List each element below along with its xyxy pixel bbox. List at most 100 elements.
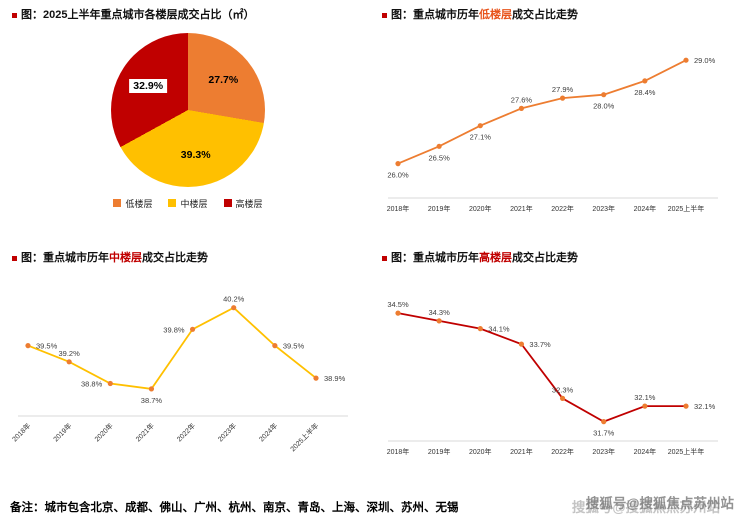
line-chart-mid: 39.5%39.2%38.8%38.7%39.8%40.2%39.5%38.9%… [10, 294, 348, 453]
x-tick-label: 2019年 [428, 204, 451, 213]
data-point [683, 403, 689, 409]
title-prefix: 图：重点城市历年 [391, 252, 479, 264]
x-tick-label: 2021年 [510, 204, 533, 213]
x-tick-label: 2021年 [510, 447, 533, 456]
x-tick-label: 2018年 [387, 204, 410, 213]
pie-chart-title-text: 图：2025上半年重点城市各楼层成交占比（㎡） [21, 9, 254, 23]
data-label: 39.8% [163, 325, 185, 334]
line-chart-low-title: 图：重点城市历年低楼层成交占比走势 [382, 9, 734, 23]
data-label: 39.2% [59, 349, 81, 358]
x-tick-label: 2018年 [387, 447, 410, 456]
pie-chart-section: 图：2025上半年重点城市各楼层成交占比（㎡） 27.7% 39.3% 32.9% … [0, 0, 370, 243]
line-chart-mid-title: 图：重点城市历年中楼层成交占比走势 [12, 252, 364, 266]
line-chart-mid-section: 图：重点城市历年中楼层成交占比走势 39.5% 39.2% 38.8% 38.7% 39… [0, 243, 370, 487]
data-point [477, 325, 483, 331]
data-label: 29.0% [694, 56, 716, 65]
data-line [397, 59, 687, 165]
legend-item: 中楼层 [168, 197, 208, 210]
title-prefix: 图： [21, 9, 43, 21]
line-chart-mid-title-text: 图：重点城市历年中楼层成交占比走势 [21, 252, 208, 266]
data-label: 32.3% [552, 385, 574, 394]
data-point [25, 342, 31, 348]
line-chart-low-section: 图：重点城市历年低楼层成交占比走势 26.0% 26.5% 27.1% 27.6% 27… [370, 0, 740, 243]
data-point [148, 386, 155, 392]
title-suffix: 2025上半年重点城市各楼层成交占比（㎡） [43, 9, 255, 21]
charts-grid: 图：2025上半年重点城市各楼层成交占比（㎡） 27.7% 39.3% 32.9% … [0, 0, 740, 487]
x-tick-label: 2020年 [469, 447, 492, 456]
data-point [477, 122, 483, 129]
data-label: 27.1% [470, 132, 492, 141]
data-point [189, 326, 196, 332]
data-line [397, 311, 686, 423]
data-point [313, 375, 319, 381]
data-point [395, 310, 401, 316]
pie-legend: 低楼层 中楼层 高楼层 [12, 197, 364, 210]
data-label: 39.5% [283, 341, 305, 350]
footer: 备注：城市包含北京、成都、佛山、广州、杭州、南京、青岛、上海、深圳、苏州、无锡 … [0, 487, 740, 527]
data-label: 32.1% [634, 393, 656, 402]
footnote: 备注：城市包含北京、成都、佛山、广州、杭州、南京、青岛、上海、深圳、苏州、无锡 [10, 502, 459, 514]
pie-chart-area: 27.7% 39.3% 32.9% [111, 32, 265, 187]
data-label: 38.9% [324, 374, 346, 383]
data-point [436, 143, 442, 149]
data-label: 33.7% [529, 340, 551, 349]
title-bullet-icon [382, 13, 387, 19]
title-bullet-icon [12, 256, 17, 262]
data-point [601, 418, 607, 424]
data-label: 38.7% [141, 396, 163, 405]
x-tick-label: 2025上半年 [668, 447, 705, 456]
pie-chart-title: 图：2025上半年重点城市各楼层成交占比（㎡） [12, 9, 364, 23]
data-label: 26.0% [387, 170, 409, 179]
data-line [27, 306, 317, 390]
legend-label: 低楼层 [125, 198, 153, 209]
x-tick-label: 2019年 [428, 447, 451, 456]
legend-item: 高楼层 [223, 197, 263, 210]
title-prefix: 图：重点城市历年 [21, 252, 109, 264]
pie-slice-label: 27.7% [208, 73, 239, 86]
x-tick-label: 2025上半年 [668, 204, 705, 213]
line-chart-high-title-text: 图：重点城市历年高楼层成交占比走势 [391, 252, 578, 266]
watermark: 搜狐号@搜狐焦点苏州站 搜狐号@搜狐焦点苏州站 [572, 492, 734, 515]
line-chart-high-title: 图：重点城市历年高楼层成交占比走势 [382, 252, 734, 266]
title-highlight: 低楼层 [479, 9, 512, 21]
data-point [559, 95, 566, 101]
data-point [642, 78, 648, 84]
data-label: 34.3% [429, 308, 451, 317]
x-tick-label: 2024年 [634, 447, 657, 456]
data-label: 38.8% [81, 379, 103, 388]
data-point [518, 105, 525, 111]
data-label: 39.5% [36, 341, 58, 350]
x-tick-label: 2020年 [92, 421, 114, 443]
pie-slice-label: 32.9% [129, 79, 168, 94]
title-highlight: 高楼层 [479, 252, 512, 264]
data-label: 34.1% [488, 324, 510, 333]
title-highlight: 中楼层 [109, 252, 142, 264]
data-point [107, 380, 113, 386]
watermark-text-echo: 搜狐号@搜狐焦点苏州站 [571, 500, 720, 515]
data-label: 34.5% [387, 300, 409, 309]
title-bullet-icon [12, 13, 17, 19]
line-chart-low: 26.0% 26.5% 27.1% 27.6% 27.9% 28.0% 28.4% 29.0%… [387, 56, 718, 213]
data-point [231, 304, 237, 311]
data-point [642, 403, 648, 409]
legend-item: 低楼层 [113, 197, 152, 210]
x-tick-label: 2024年 [634, 204, 657, 213]
x-tick-label: 2022年 [551, 204, 574, 213]
line-chart-high: 34.5% 34.3% 34.1% 33.7% 32.3% 31.7% 32.1% 32.1%… [387, 300, 718, 456]
data-point [395, 160, 401, 166]
data-label: 26.5% [429, 153, 451, 162]
x-tick-label: 2018年 [10, 421, 32, 443]
watermark-text: 搜狐号@搜狐焦点苏州站 [585, 496, 734, 511]
data-point [559, 395, 566, 401]
data-label: 27.6% [511, 95, 533, 104]
x-tick-label: 2025上半年 [288, 421, 320, 453]
x-tick-label: 2023年 [216, 421, 238, 443]
pie-slice-label: 39.3% [180, 149, 211, 162]
data-label: 32.1% [694, 402, 716, 411]
x-tick-label: 2019年 [51, 421, 73, 443]
data-point [272, 342, 278, 348]
legend-swatch-icon [113, 199, 122, 208]
data-label: 28.0% [593, 101, 615, 110]
data-label: 31.7% [593, 428, 615, 437]
x-tick-label: 2022年 [175, 421, 197, 443]
